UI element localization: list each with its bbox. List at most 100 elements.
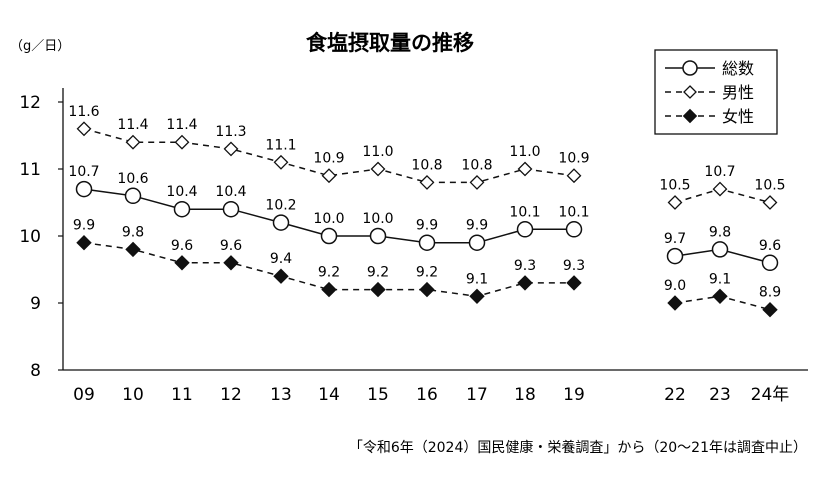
- data-point: [762, 195, 778, 210]
- series-総数: 10.7 10.6 10.4 10.4 10.2 10.0 10.0 9.9 9.9 10.1 10…: [68, 164, 781, 272]
- x-tick-label: 24年: [751, 385, 790, 405]
- data-label: 9.1: [466, 271, 488, 287]
- x-tick-label: 15: [367, 385, 389, 405]
- x-tick-label: 23: [709, 385, 731, 405]
- y-tick-label: 8: [30, 361, 41, 381]
- data-label: 10.5: [659, 178, 690, 194]
- data-label: 10.7: [704, 164, 735, 180]
- y-tick-label: 9: [30, 294, 41, 314]
- data-point: [125, 241, 141, 258]
- series-layer: 10.7 10.6 10.4 10.4 10.2 10.0 10.0 9.9 9.9 10.1 10…: [68, 104, 786, 318]
- data-point: [667, 195, 683, 210]
- data-label: 10.2: [265, 198, 296, 214]
- x-tick-label: 12: [220, 385, 242, 405]
- data-point: [711, 241, 729, 258]
- data-point: [418, 234, 436, 251]
- data-point: [76, 234, 92, 251]
- legend-marker: [682, 108, 698, 124]
- series-男性: 11.6 11.4 11.4 11.3 11.1 10.9 11.0 10.8 10.8 11.0…: [68, 104, 786, 210]
- data-point: [516, 221, 534, 238]
- y-tick-label: 12: [19, 93, 41, 113]
- data-point: [517, 161, 533, 177]
- data-point: [712, 288, 728, 305]
- data-label: 9.9: [466, 218, 488, 234]
- data-label: 11.6: [68, 104, 99, 120]
- axes: 8 9 10 11 12 09 10 11 12 13 14 15 16 17 18 19 22 23 24年: [19, 88, 808, 405]
- data-point: [273, 154, 289, 170]
- data-point: [712, 181, 728, 197]
- data-label: 11.0: [509, 144, 540, 160]
- data-point: [174, 255, 190, 271]
- legend-label: 総数: [722, 59, 754, 78]
- data-point: [762, 301, 778, 318]
- x-tick-label: 16: [416, 385, 438, 405]
- chart-title: 食塩摂取量の推移: [306, 31, 474, 55]
- data-point: [369, 227, 387, 245]
- data-label: 10.5: [754, 178, 785, 194]
- legend-item: 女性: [665, 107, 754, 126]
- data-point: [469, 174, 485, 190]
- data-point: [321, 168, 337, 184]
- data-point: [75, 180, 93, 198]
- data-point: [273, 268, 289, 284]
- data-label: 11.0: [362, 144, 393, 160]
- data-label: 11.1: [265, 137, 296, 153]
- x-tick-label: 22: [664, 385, 686, 405]
- data-point: [370, 161, 386, 177]
- data-point: [419, 281, 435, 298]
- x-tick-label: 14: [318, 385, 340, 405]
- y-axis-unit-label: （g／日）: [10, 39, 70, 54]
- data-label: 10.4: [215, 184, 246, 200]
- data-point: [565, 221, 583, 238]
- data-label: 9.0: [664, 278, 686, 294]
- data-label: 10.1: [509, 204, 540, 220]
- source-note: 「令和6年（2024）国民健康・栄養調査」から（20〜21年は調査中止）: [349, 439, 807, 456]
- legend-marker: [683, 85, 697, 99]
- data-point: [222, 200, 240, 218]
- data-label: 11.4: [166, 117, 197, 133]
- data-label: 10.6: [117, 171, 148, 187]
- data-point: [566, 168, 582, 184]
- legend-marker: [682, 60, 698, 76]
- data-point: [320, 227, 338, 245]
- data-label: 10.7: [68, 164, 99, 180]
- data-label: 9.2: [318, 265, 340, 281]
- data-label: 9.1: [709, 271, 731, 287]
- x-tick-label: 13: [270, 385, 292, 405]
- data-label: 8.9: [759, 285, 781, 301]
- legend-label: 男性: [722, 83, 754, 102]
- legend-item: 総数: [665, 59, 754, 78]
- data-point: [419, 174, 435, 190]
- data-point: [370, 281, 386, 298]
- data-label: 10.4: [166, 184, 197, 200]
- legend-box: [654, 49, 778, 135]
- x-tick-label: 18: [514, 385, 536, 405]
- x-tick-label: 09: [73, 385, 95, 405]
- data-point: [666, 247, 684, 265]
- data-point: [321, 281, 337, 298]
- legend-item: 男性: [665, 83, 754, 102]
- data-label: 9.3: [514, 258, 536, 274]
- x-tick-label: 10: [122, 385, 144, 405]
- y-tick-label: 10: [19, 227, 41, 247]
- data-label: 10.8: [461, 157, 492, 173]
- data-point: [174, 134, 190, 150]
- legend-label: 女性: [722, 107, 754, 126]
- data-label: 10.0: [362, 211, 393, 227]
- data-point: [468, 234, 486, 251]
- data-label: 9.2: [367, 265, 389, 281]
- data-point: [566, 275, 582, 291]
- data-point: [223, 255, 239, 271]
- data-point: [272, 214, 290, 231]
- data-point: [667, 295, 683, 311]
- data-point: [125, 134, 141, 150]
- data-label: 9.6: [171, 238, 193, 254]
- data-label: 10.9: [558, 151, 589, 167]
- y-tick-label: 11: [19, 160, 41, 180]
- data-label: 9.7: [664, 231, 686, 247]
- data-label: 9.9: [73, 218, 95, 234]
- x-tick-label: 17: [466, 385, 488, 405]
- data-point: [173, 200, 191, 218]
- data-point: [761, 254, 779, 272]
- data-label: 10.8: [411, 157, 442, 173]
